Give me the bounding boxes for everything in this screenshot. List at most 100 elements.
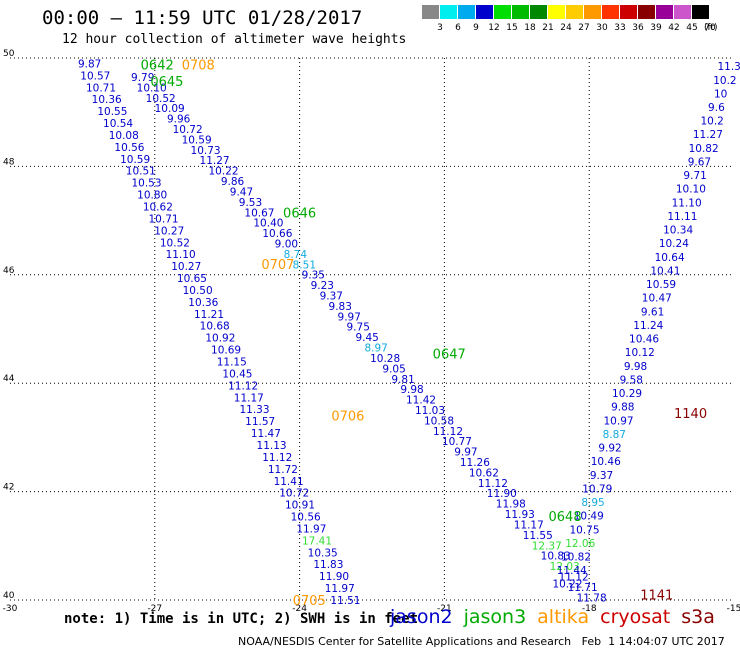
wave-height-point: 12.06 — [565, 538, 595, 550]
pass-time-label: 0708 — [182, 59, 215, 74]
wave-height-point: 10.59 — [646, 279, 676, 291]
wave-height-point: 9.81 — [391, 374, 414, 386]
wave-height-point: 11.55 — [523, 530, 553, 542]
color-scale-label: 9 — [473, 23, 479, 33]
wave-height-point: 9.67 — [688, 156, 711, 168]
wave-height-point: 10.2 — [700, 116, 723, 128]
wave-height-point: 11.98 — [496, 499, 526, 511]
color-swatch — [422, 5, 439, 19]
wave-height-point: 10.27 — [171, 261, 201, 273]
y-tick-label: 50 — [3, 49, 15, 59]
wave-height-point: 9.00 — [275, 238, 298, 250]
wave-height-point: 11.44 — [557, 565, 587, 577]
color-scale-label: 15 — [506, 23, 518, 33]
wave-height-point: 10.66 — [262, 228, 292, 240]
wave-height-point: 9.6 — [708, 102, 725, 114]
color-swatch — [692, 5, 709, 19]
wave-height-point: 11.97 — [296, 523, 326, 535]
wave-height-point: 9.92 — [598, 443, 621, 455]
satellite-legend: jason2 jason3 altika cryosat s3a — [390, 606, 726, 628]
wave-height-point: 11.26 — [460, 457, 490, 469]
wave-height-point: 9.83 — [329, 301, 352, 313]
x-tick-label: -15 — [727, 604, 740, 614]
wave-height-point: 11.47 — [251, 428, 281, 440]
wave-height-point: 11.15 — [217, 357, 247, 369]
pass-time-label: 0647 — [433, 347, 466, 362]
wave-height-point: 9.87 — [78, 58, 101, 70]
wave-height-point: 10.97 — [604, 415, 634, 427]
color-swatch — [638, 5, 655, 19]
color-swatch — [548, 5, 565, 19]
wave-height-point: 10.52 — [160, 237, 190, 249]
wave-height-point: 10.56 — [114, 142, 144, 154]
wave-height-point: 11.12 — [262, 452, 292, 464]
wave-height-point: 9.35 — [302, 270, 325, 282]
color-swatch — [566, 5, 583, 19]
wave-height-point: 9.53 — [239, 197, 262, 209]
wave-height-point: 11.42 — [406, 395, 436, 407]
color-swatch — [584, 5, 601, 19]
page-title: 00:00 – 11:59 UTC 01/28/2017 — [42, 7, 363, 29]
color-scale-label: 45 — [686, 23, 698, 33]
wave-height-point: 10.62 — [469, 467, 499, 479]
wave-height-point: 9.61 — [641, 306, 664, 318]
y-tick-label: 42 — [3, 483, 14, 493]
wave-height-point: 10.22 — [209, 166, 239, 178]
y-tick-label: 46 — [3, 266, 15, 276]
wave-height-point: 10.45 — [222, 368, 252, 380]
legend-item-jason2: jason2 — [390, 606, 453, 628]
wave-height-point: 10.35 — [308, 547, 338, 559]
wave-height-point: 9.58 — [620, 374, 643, 386]
wave-height-point: 11.12 — [559, 571, 589, 583]
color-scale-label: 24 — [560, 23, 572, 33]
wave-height-point: 11.10 — [166, 249, 196, 261]
wave-height-point: 9.98 — [400, 384, 423, 396]
pass-time-label: 0646 — [283, 206, 316, 221]
wave-height-point: 10.10 — [676, 184, 706, 196]
wave-height-point: 11.78 — [577, 592, 607, 604]
wave-height-point: 9.75 — [347, 322, 370, 334]
wave-height-point: 10.56 — [291, 512, 321, 524]
wave-height-point: 10.92 — [205, 333, 235, 345]
wave-height-point: 12.03 — [550, 561, 580, 573]
wave-height-point: 11.27 — [200, 155, 230, 167]
wave-height-point: 10.82 — [561, 551, 591, 563]
pass-time-label: 0645 — [150, 75, 183, 90]
legend-item-s3a: s3a — [681, 606, 715, 628]
color-scale-label: 30 — [596, 23, 608, 33]
wave-height-point: 10.28 — [370, 353, 400, 365]
wave-height-point: 10.09 — [155, 103, 185, 115]
wave-height-point: 8.87 — [603, 429, 626, 441]
pass-time-label: 0642 — [141, 59, 174, 74]
wave-height-point: 10.82 — [689, 143, 719, 155]
wave-height-point: 9.37 — [320, 291, 343, 303]
wave-height-point: 9.86 — [221, 176, 245, 188]
legend-item-jason3: jason3 — [463, 606, 527, 628]
wave-height-point: 11.90 — [319, 571, 349, 583]
wave-height-point: 11.17 — [234, 392, 264, 404]
wave-height-point: 10.64 — [655, 252, 685, 264]
legend-item-cryosat: cryosat — [600, 606, 671, 628]
wave-height-point: 10.68 — [200, 321, 230, 333]
pass-time-label: 0648 — [549, 510, 582, 525]
color-scale-label: 21 — [542, 23, 554, 33]
wave-height-point: 10.36 — [188, 297, 218, 309]
wave-height-point: 10.22 — [552, 579, 582, 591]
pass-time-label: 0707 — [261, 258, 294, 273]
wave-height-point: 11.24 — [633, 320, 663, 332]
wave-height-point: 9.71 — [683, 170, 706, 182]
wave-height-point: 11.13 — [257, 440, 287, 452]
x-tick-label: -30 — [3, 604, 18, 614]
color-swatch — [440, 5, 457, 19]
wave-height-point: 8.51 — [293, 259, 316, 271]
legend-item-altika: altika — [537, 606, 590, 628]
wave-height-point: 11.72 — [268, 464, 298, 476]
color-scale-label: 33 — [614, 23, 626, 33]
wave-height-point: 12.37 — [532, 540, 562, 552]
wave-height-point: 10.71 — [86, 82, 116, 94]
color-scale-label: 6 — [455, 23, 461, 33]
wave-height-point: 9.97 — [338, 311, 361, 323]
wave-height-point: 10.46 — [591, 456, 621, 468]
wave-height-point: 10.12 — [625, 347, 655, 359]
